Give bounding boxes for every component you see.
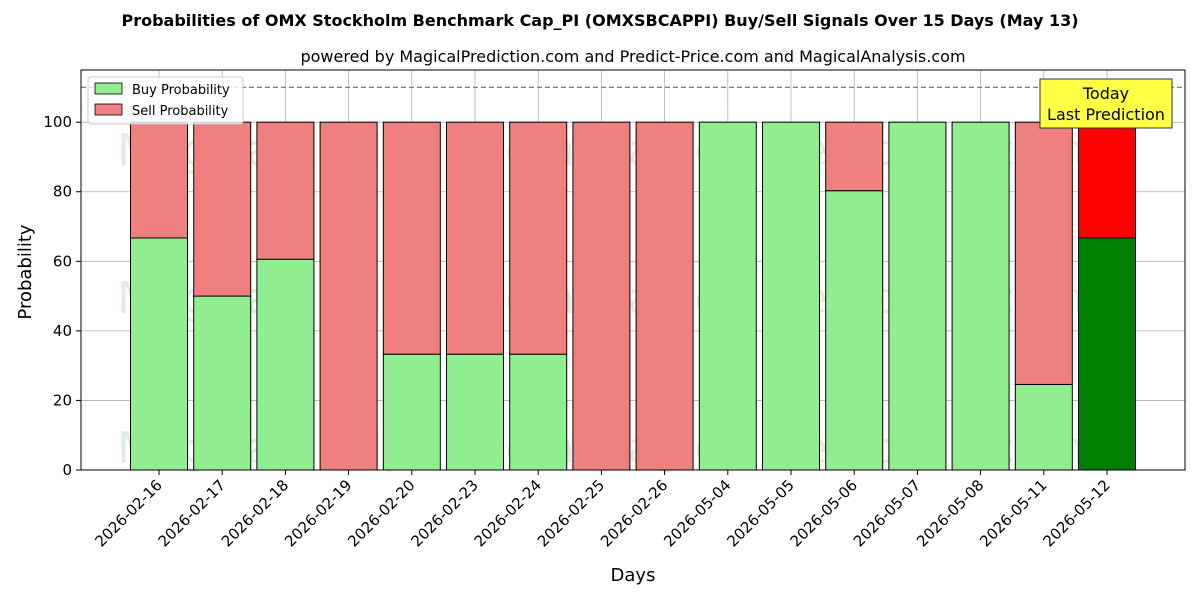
sell-bar (256, 121, 315, 260)
sell-bar (446, 121, 504, 355)
y-tick-label: 40 (53, 322, 72, 340)
y-axis-label: Probability (15, 224, 36, 319)
y-tick-label: 0 (62, 461, 72, 479)
buy-bar (256, 258, 315, 471)
today-annotation: Today Last Prediction (1039, 78, 1173, 129)
x-axis-label: Days (611, 565, 656, 586)
y-tick-label: 80 (53, 183, 72, 201)
today-annotation-box (1039, 78, 1173, 129)
buy-bar (825, 190, 884, 471)
legend: Buy Probability Sell Probability (87, 76, 244, 125)
x-tick-label: 2026-02-24 (471, 476, 545, 550)
buy-bar (1014, 383, 1073, 471)
chart-subtitle: powered by MagicalPrediction.com and Pre… (300, 47, 965, 66)
sell-bar (319, 121, 378, 471)
bar-layer (130, 121, 1136, 471)
last-prediction-label: Last Prediction (1047, 105, 1165, 124)
plot-frame (80, 69, 1186, 471)
x-tick-label: 2026-05-07 (850, 476, 924, 550)
sell-bar (825, 121, 884, 192)
x-tick-label: 2026-02-20 (344, 476, 418, 550)
y-tick-label: 20 (53, 391, 72, 409)
buy-bar (446, 353, 504, 471)
x-tick-label: 2026-02-25 (534, 476, 608, 550)
legend-buy-swatch (94, 82, 123, 95)
buy-bar (130, 237, 188, 471)
y-tick-label: 60 (53, 252, 72, 270)
x-tick-label: 2026-02-26 (597, 476, 671, 550)
legend-sell-label: Sell Probability (132, 104, 229, 119)
chart-title: Probabilities of OMX Stockholm Benchmark… (121, 11, 1078, 30)
x-axis-ticks: 2026-02-162026-02-172026-02-182026-02-19… (91, 470, 1114, 550)
sell-bar (130, 121, 188, 239)
sell-bar (1014, 121, 1073, 385)
buy-bar (698, 121, 757, 471)
x-tick-label: 2026-05-11 (976, 476, 1050, 550)
sell-bar (382, 121, 441, 355)
sell-bar (635, 121, 694, 471)
x-tick-label: 2026-05-12 (1039, 476, 1113, 550)
legend-sell-swatch (94, 103, 123, 116)
legend-buy-label: Buy Probability (132, 83, 230, 98)
today-label: Today (1082, 84, 1129, 103)
sell-bar (509, 121, 568, 355)
buy-bar (193, 295, 252, 471)
legend-box (87, 76, 244, 125)
buy-bar (762, 121, 820, 471)
x-tick-label: 2026-02-16 (91, 476, 165, 550)
x-tick-label: 2026-05-05 (723, 476, 797, 550)
buy-bar (382, 353, 441, 471)
x-tick-label: 2026-02-19 (281, 476, 355, 550)
y-axis-ticks: 0 20 40 60 80 100 (43, 113, 81, 479)
buy-bar (1078, 237, 1136, 471)
sell-bar (193, 121, 252, 297)
x-tick-label: 2026-02-18 (218, 476, 292, 550)
buy-bar (951, 121, 1010, 471)
x-tick-label: 2026-02-17 (155, 476, 229, 550)
x-tick-label: 2026-02-23 (407, 476, 481, 550)
x-tick-label: 2026-05-04 (660, 476, 734, 550)
buy-bar (888, 121, 947, 471)
x-tick-label: 2026-05-08 (913, 476, 987, 550)
sell-bar (1078, 121, 1136, 239)
buy-bar (509, 353, 568, 471)
y-tick-label: 100 (43, 113, 72, 131)
sell-bar (572, 121, 631, 471)
x-tick-label: 2026-05-06 (787, 476, 861, 550)
